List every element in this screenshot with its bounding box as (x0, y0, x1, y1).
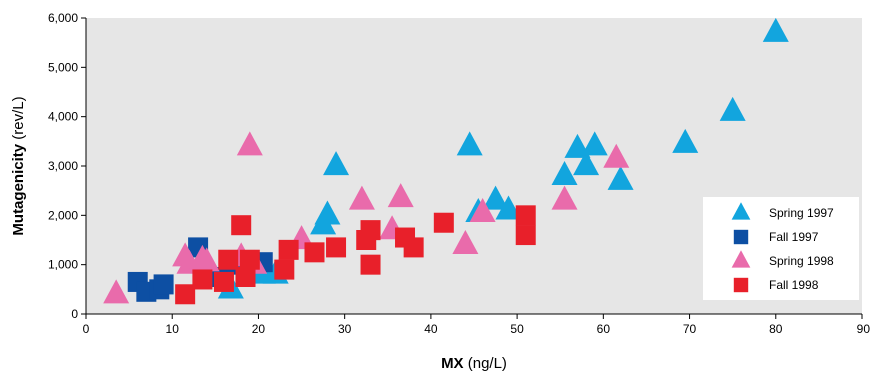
legend-square-marker (733, 229, 749, 245)
y-tick-label: 0 (71, 307, 78, 321)
triangle-point (452, 230, 479, 255)
legend-label: Fall 1998 (769, 278, 819, 292)
square-point (192, 269, 213, 290)
triangle-point (672, 128, 699, 153)
axes: 0 1,000 2,000 3,000 4,000 5,000 6,000 0 10 20 30 40… (10, 11, 870, 372)
x-tick-label: 70 (683, 322, 697, 336)
y-tick-label: 1,000 (48, 258, 78, 272)
series-spring-1998 (103, 131, 630, 304)
legend-square-marker (733, 277, 749, 293)
triangle-point (314, 200, 341, 225)
x-axis-title: MX (ng/L) (441, 355, 507, 372)
square-point (403, 237, 424, 258)
legend: Spring 1997 Fall 1997 Spring 1998 Fall 1998 (703, 197, 859, 300)
square-point (213, 271, 234, 292)
square-point (231, 215, 252, 236)
square-point (274, 259, 295, 280)
x-tick-label: 40 (424, 322, 438, 336)
series-fall-1998 (175, 205, 536, 305)
x-tick-label: 20 (252, 322, 266, 336)
x-tick-label: 0 (83, 322, 90, 336)
legend-item: Spring 1997 (731, 202, 834, 220)
x-tick-label: 60 (597, 322, 611, 336)
x-axis-title-name: MX (441, 355, 464, 372)
y-axis-title-unit: (rev/L) (10, 96, 27, 144)
legend-label: Spring 1998 (769, 254, 834, 268)
legend-triangle-marker (731, 250, 751, 268)
x-tick-label: 80 (769, 322, 783, 336)
x-tick-label: 10 (166, 322, 180, 336)
square-point (360, 220, 381, 241)
y-axis-title: Mutagenicity (rev/L) (10, 96, 27, 235)
x-tick-label: 90 (857, 322, 871, 336)
square-point (360, 254, 381, 275)
triangle-point (469, 197, 496, 222)
square-point (326, 237, 347, 258)
y-tick-label: 2,000 (48, 208, 78, 222)
legend-item: Fall 1998 (733, 277, 819, 293)
x-tick-label: 30 (338, 322, 352, 336)
x-tick-label: 50 (510, 322, 524, 336)
triangle-point (603, 143, 630, 168)
triangle-point (482, 185, 509, 210)
square-point (433, 212, 454, 233)
legend-label: Spring 1997 (769, 206, 834, 220)
square-point (515, 205, 536, 226)
x-axis-title-unit: (ng/L) (464, 355, 507, 372)
triangle-point (236, 131, 263, 156)
triangle-point (573, 151, 600, 176)
triangle-point (762, 17, 789, 42)
square-point (239, 249, 260, 270)
square-point (218, 249, 239, 270)
legend-label: Fall 1997 (769, 230, 819, 244)
triangle-point (387, 183, 414, 208)
square-point (175, 284, 196, 305)
data-markers (103, 17, 789, 305)
y-axis-title-name: Mutagenicity (10, 143, 27, 235)
y-tick-label: 6,000 (48, 11, 78, 25)
y-tick-label: 5,000 (48, 60, 78, 74)
triangle-point (103, 279, 130, 304)
square-point (235, 267, 256, 287)
triangle-point (456, 131, 483, 156)
triangle-point (193, 247, 220, 272)
square-point (278, 239, 299, 260)
y-tick-label: 3,000 (48, 159, 78, 173)
triangle-point (348, 185, 375, 210)
square-point (515, 225, 536, 246)
triangle-point (323, 151, 350, 176)
triangle-point (551, 160, 578, 185)
square-point (153, 274, 174, 295)
triangle-point (581, 131, 608, 156)
legend-item: Spring 1998 (731, 250, 834, 268)
triangle-point (607, 165, 634, 190)
triangle-point (719, 96, 746, 121)
square-point (304, 242, 325, 263)
legend-box (703, 197, 859, 300)
y-tick-label: 4,000 (48, 110, 78, 124)
triangle-point (551, 185, 578, 210)
triangle-point (495, 195, 522, 220)
legend-item: Fall 1997 (733, 229, 819, 245)
legend-triangle-marker (731, 202, 751, 220)
